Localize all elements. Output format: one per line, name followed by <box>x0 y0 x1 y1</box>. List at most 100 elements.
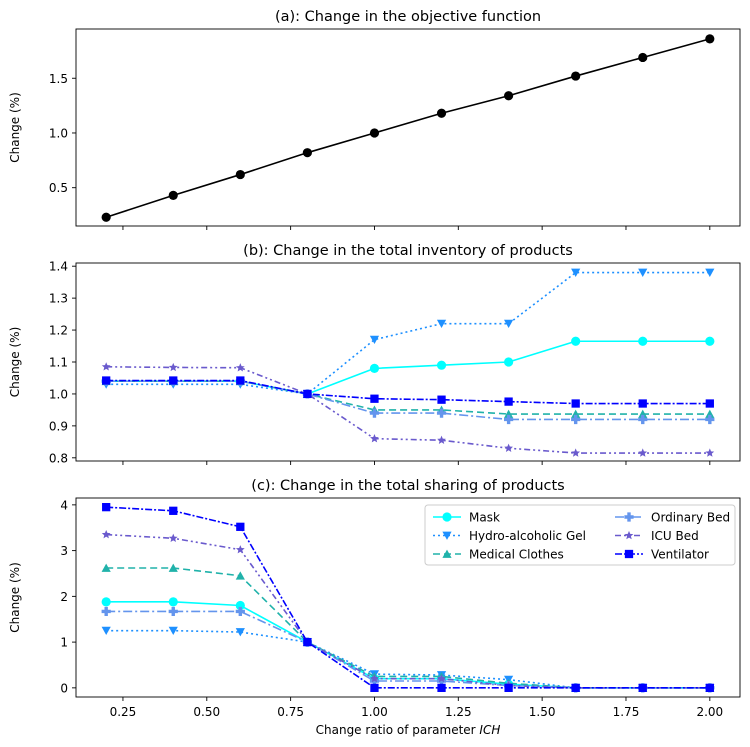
panel-title: (c): Change in the total sharing of prod… <box>251 478 564 494</box>
legend-item-icu-bed: ICU Bed <box>615 529 699 543</box>
data-point <box>169 376 178 385</box>
series-hydro-alcoholic-gel <box>101 268 715 399</box>
data-point <box>369 128 380 138</box>
legend-item-hydro-alcoholic-gel: Hydro-alcoholic Gel <box>433 529 586 543</box>
data-point <box>101 597 111 607</box>
series-hydro-alcoholic-gel <box>101 626 715 693</box>
data-point <box>437 435 446 444</box>
plot-area-frame <box>75 262 741 462</box>
y-tick-label: 0.9 <box>49 419 68 433</box>
data-point <box>638 414 648 425</box>
y-tick-label: 1 <box>60 636 68 650</box>
series-ventilator <box>102 503 714 692</box>
x-axis-label: Change ratio of parameter ICH <box>316 723 501 737</box>
data-point <box>436 676 447 686</box>
data-point <box>169 506 178 515</box>
y-axis-label: Change (%) <box>8 327 22 398</box>
plot-area-frame <box>75 28 741 227</box>
data-point <box>705 448 715 457</box>
x-tick-label: 1.75 <box>613 705 640 719</box>
data-point <box>102 376 111 385</box>
data-point <box>705 268 715 277</box>
series-mask <box>101 336 715 399</box>
data-point <box>303 637 312 647</box>
legend-marker <box>442 512 452 522</box>
data-point <box>571 268 581 277</box>
data-point <box>504 357 514 367</box>
data-point <box>705 409 715 418</box>
data-point <box>504 443 513 452</box>
data-point <box>303 389 312 399</box>
y-tick-label: 4 <box>60 498 68 512</box>
series-line <box>106 506 710 689</box>
legend-label: Hydro-alcoholic Gel <box>469 529 586 543</box>
legend: Mask Hydro-alcoholic Gel Medical Clothes Or… <box>424 504 736 566</box>
data-point <box>437 674 446 683</box>
y-tick-label: 1.3 <box>49 292 68 306</box>
data-point <box>101 362 111 371</box>
x-tick-label: 1.50 <box>529 705 556 719</box>
legend-box <box>424 504 736 566</box>
data-point <box>638 336 648 346</box>
data-point <box>436 360 447 370</box>
data-point <box>369 408 380 418</box>
data-point <box>436 108 447 118</box>
series-objective <box>101 34 715 222</box>
data-point <box>168 597 178 607</box>
x-tick-label: 2.00 <box>696 705 723 719</box>
data-point <box>571 336 581 346</box>
series-medical-clothes <box>101 563 715 692</box>
legend-label: Ordinary Bed <box>651 511 730 525</box>
data-point <box>101 606 111 617</box>
y-tick-label: 1.0 <box>49 126 68 140</box>
data-point <box>638 52 648 63</box>
x-tick-label: 1.25 <box>445 705 472 719</box>
data-point <box>101 530 111 539</box>
series-line <box>106 379 710 405</box>
data-point <box>101 626 111 636</box>
series-ventilator <box>102 376 714 408</box>
plot-area-frame <box>75 497 741 698</box>
data-point <box>370 683 379 692</box>
series-icu-bed <box>101 362 715 457</box>
data-point <box>235 628 245 637</box>
data-point <box>504 397 513 406</box>
data-point <box>571 409 581 418</box>
series-line <box>106 380 710 421</box>
legend-marker <box>624 530 634 540</box>
data-point <box>705 683 714 692</box>
y-tick-label: 1.5 <box>49 72 68 86</box>
legend-label: Medical Clothes <box>469 548 564 562</box>
data-point <box>638 683 647 692</box>
y-axis-label: Change (%) <box>8 92 22 163</box>
data-point <box>436 408 447 418</box>
data-point <box>370 434 379 443</box>
legend-label: ICU Bed <box>651 529 699 543</box>
legend-item-ordinary-bed: Ordinary Bed <box>615 511 730 525</box>
data-point <box>369 676 380 686</box>
y-tick-label: 1.0 <box>49 387 68 401</box>
series-line <box>106 567 710 689</box>
series-medical-clothes <box>101 376 715 418</box>
data-point <box>101 212 111 222</box>
data-point <box>705 399 714 408</box>
data-point <box>235 600 245 611</box>
y-tick-label: 0.5 <box>49 181 68 195</box>
data-point <box>638 268 648 277</box>
x-tick-label: 0.25 <box>110 705 137 719</box>
y-tick-label: 1.2 <box>49 324 68 338</box>
y-tick-label: 1.4 <box>49 260 68 274</box>
x-tick-label: 0.75 <box>277 705 304 719</box>
data-point <box>638 399 647 408</box>
series-line <box>106 601 710 689</box>
series-line <box>106 365 710 454</box>
series-ordinary-bed <box>101 376 715 425</box>
x-axis-label-text: Change ratio of parameter <box>316 723 480 737</box>
data-point <box>571 71 581 81</box>
data-point <box>302 148 312 158</box>
data-point <box>504 409 514 418</box>
legend-item-mask: Mask <box>433 511 500 525</box>
data-point <box>102 503 111 512</box>
data-point <box>705 34 715 44</box>
data-point <box>638 448 648 457</box>
